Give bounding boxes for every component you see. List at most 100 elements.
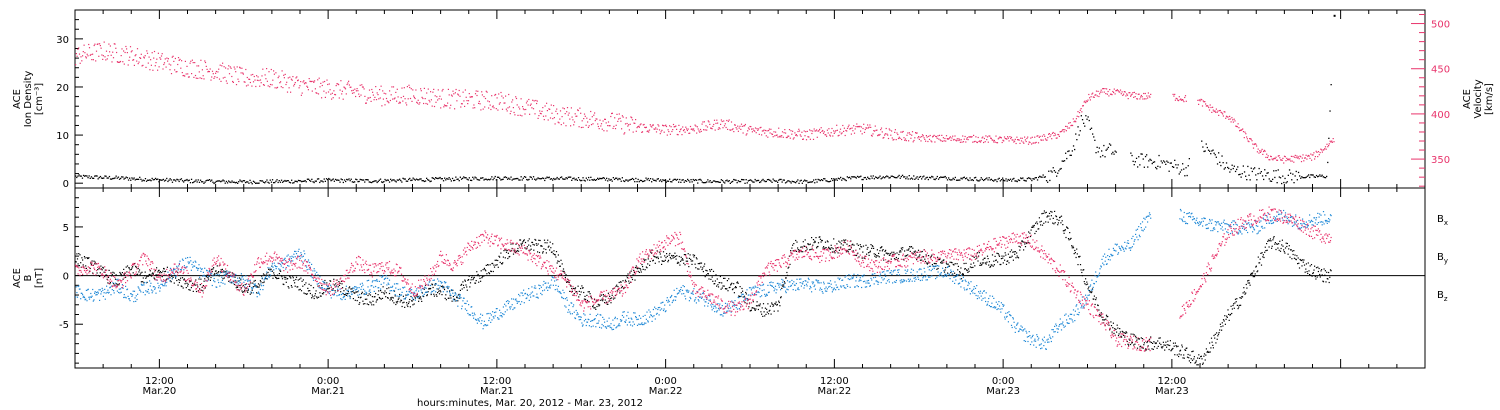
velocity-point bbox=[211, 76, 213, 78]
velocity-point bbox=[282, 87, 284, 89]
density-point bbox=[109, 178, 112, 180]
By-point bbox=[95, 294, 97, 296]
Bx-point bbox=[174, 274, 176, 277]
velocity-point bbox=[140, 57, 142, 59]
velocity-point bbox=[1109, 93, 1112, 95]
Bx-point bbox=[366, 303, 368, 305]
velocity-point bbox=[228, 65, 230, 67]
Bx-point bbox=[348, 287, 350, 289]
Bx-point bbox=[146, 281, 148, 283]
Bx-point bbox=[1288, 245, 1290, 247]
Bx-point bbox=[99, 275, 101, 277]
velocity-point bbox=[267, 85, 269, 87]
Bx-point bbox=[344, 294, 346, 296]
Bx-point bbox=[972, 266, 974, 268]
density-point bbox=[364, 181, 366, 183]
Bx-point bbox=[216, 272, 218, 274]
Bx-point bbox=[276, 274, 279, 276]
Bx-point bbox=[93, 260, 95, 262]
Bx-point bbox=[1142, 347, 1144, 349]
density-point bbox=[358, 180, 360, 183]
velocity-point bbox=[219, 64, 221, 66]
Bx-point bbox=[287, 286, 289, 288]
density-point bbox=[482, 177, 484, 179]
Bx-point bbox=[1129, 339, 1131, 341]
Bx-point bbox=[423, 288, 425, 290]
Bx-point bbox=[1029, 235, 1032, 238]
Bx-point bbox=[504, 257, 506, 259]
density-point bbox=[831, 178, 833, 180]
velocity-point bbox=[473, 104, 475, 106]
density-point bbox=[608, 178, 610, 180]
density-point bbox=[1207, 149, 1210, 151]
velocity-point bbox=[706, 126, 709, 128]
velocity-point bbox=[464, 105, 466, 107]
density-point bbox=[395, 181, 397, 183]
velocity-point bbox=[1145, 98, 1147, 100]
By-point bbox=[97, 291, 99, 293]
velocity-point bbox=[1172, 93, 1174, 95]
density-point bbox=[370, 181, 373, 184]
Bx-point bbox=[681, 258, 684, 260]
Bx-point bbox=[1138, 338, 1140, 340]
velocity-point bbox=[190, 60, 192, 62]
density-point bbox=[1027, 177, 1030, 179]
density-point bbox=[944, 175, 946, 178]
Bx-point bbox=[354, 299, 356, 301]
velocity-point bbox=[400, 97, 402, 99]
Bx-point bbox=[389, 299, 391, 301]
velocity-point bbox=[531, 107, 533, 109]
Bx-point bbox=[1122, 334, 1125, 336]
velocity-point bbox=[964, 135, 966, 138]
Bx-point bbox=[916, 259, 918, 261]
velocity-point bbox=[399, 102, 401, 104]
Bx-point bbox=[1164, 349, 1166, 351]
velocity-point bbox=[795, 134, 797, 136]
Bx-point bbox=[900, 251, 902, 253]
Bx-point bbox=[528, 244, 530, 246]
velocity-point bbox=[853, 125, 855, 127]
density-point bbox=[204, 181, 206, 183]
velocity-point bbox=[767, 136, 769, 138]
Bx-point bbox=[890, 258, 892, 260]
velocity-point bbox=[491, 95, 493, 97]
density-point bbox=[798, 182, 800, 184]
By-point bbox=[159, 287, 161, 289]
Bx-point bbox=[865, 244, 867, 246]
Bx-point bbox=[80, 262, 82, 264]
Bx-point bbox=[402, 295, 404, 297]
density-point bbox=[194, 180, 196, 182]
velocity-point bbox=[897, 133, 899, 136]
Bx-point bbox=[678, 255, 680, 258]
density-point bbox=[463, 176, 465, 178]
Bx-point bbox=[75, 261, 77, 263]
density-point bbox=[199, 179, 202, 181]
velocity-point bbox=[341, 93, 343, 95]
density-point bbox=[1060, 167, 1062, 170]
velocity-point bbox=[213, 77, 215, 79]
density-point bbox=[871, 177, 873, 179]
Bx-point bbox=[187, 283, 189, 285]
velocity-point bbox=[359, 84, 361, 86]
density-point bbox=[813, 179, 815, 181]
Bx-point bbox=[312, 296, 314, 298]
density-point bbox=[997, 178, 999, 180]
velocity-point bbox=[669, 125, 671, 127]
Bx-point bbox=[735, 286, 737, 288]
density-point bbox=[498, 176, 500, 178]
Bx-point bbox=[1300, 259, 1302, 262]
Bx-point bbox=[333, 284, 335, 286]
density-point bbox=[1326, 175, 1328, 178]
velocity-point bbox=[717, 122, 719, 124]
density-point bbox=[1243, 171, 1246, 173]
Bx-point bbox=[250, 292, 253, 294]
velocity-point bbox=[551, 112, 553, 114]
velocity-point bbox=[373, 99, 375, 101]
density-point bbox=[691, 181, 693, 183]
Bx-point bbox=[367, 294, 369, 297]
velocity-point bbox=[433, 88, 435, 90]
Bx-point bbox=[295, 278, 297, 281]
Bx-point bbox=[519, 239, 521, 241]
velocity-point bbox=[345, 93, 347, 95]
velocity-point bbox=[310, 80, 313, 83]
